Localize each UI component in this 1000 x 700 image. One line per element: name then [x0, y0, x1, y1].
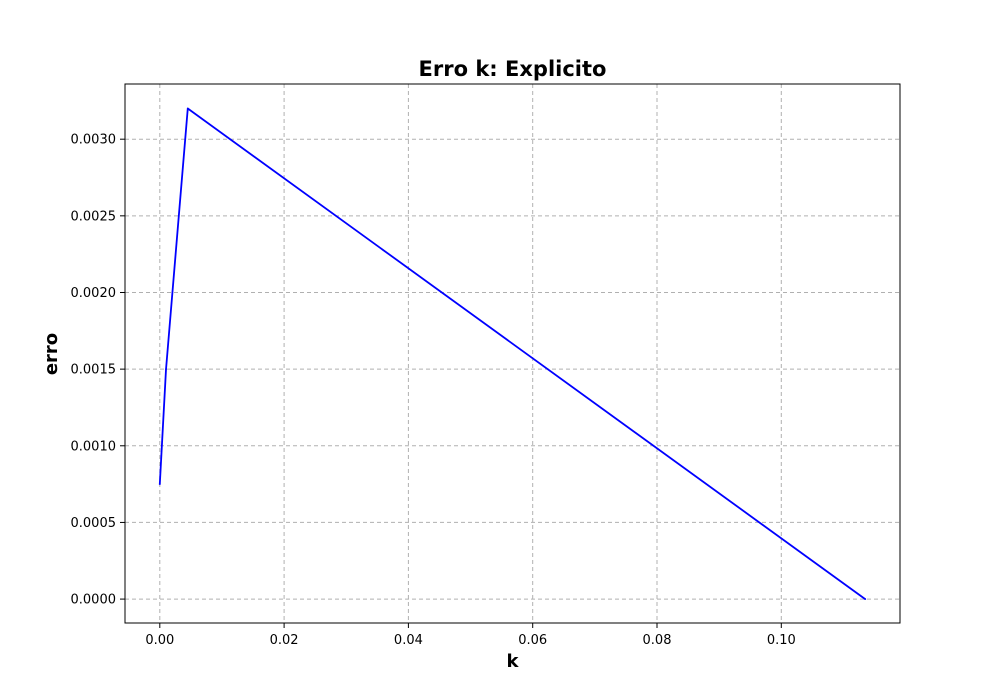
y-tick-label: 0.0015: [71, 363, 117, 378]
y-tick-label: 0.0030: [71, 133, 117, 148]
x-tick-label: 0.06: [518, 633, 547, 648]
x-axis-label: k: [507, 651, 520, 672]
y-tick-label: 0.0005: [71, 516, 117, 531]
grid-lines: [125, 84, 900, 623]
y-tick-label: 0.0000: [71, 593, 117, 608]
data-point: [186, 107, 189, 110]
x-tick-label: 0.04: [394, 633, 423, 648]
y-tick-label: 0.0020: [71, 286, 117, 301]
x-axis-ticks: 0.00 0.02 0.04 0.06 0.08 0.10: [145, 623, 796, 648]
y-tick-label: 0.0025: [71, 209, 117, 224]
data-point: [864, 598, 867, 600]
x-tick-label: 0.10: [767, 633, 796, 648]
data-point: [158, 483, 161, 486]
data-point: [165, 368, 167, 371]
x-tick-label: 0.08: [643, 633, 672, 648]
series-layer: [158, 107, 867, 600]
chart-title: Erro k: Explicito: [419, 57, 607, 81]
plot-area-frame: [124, 83, 901, 624]
x-tick-label: 0.00: [145, 633, 174, 648]
y-axis-label: erro: [41, 333, 62, 375]
x-tick-label: 0.02: [270, 633, 299, 648]
y-axis-ticks: 0.0000 0.0005 0.0010 0.0015 0.0020 0.0025 0.00…: [71, 133, 125, 608]
series-line: [158, 107, 866, 600]
y-tick-label: 0.0010: [71, 439, 117, 454]
